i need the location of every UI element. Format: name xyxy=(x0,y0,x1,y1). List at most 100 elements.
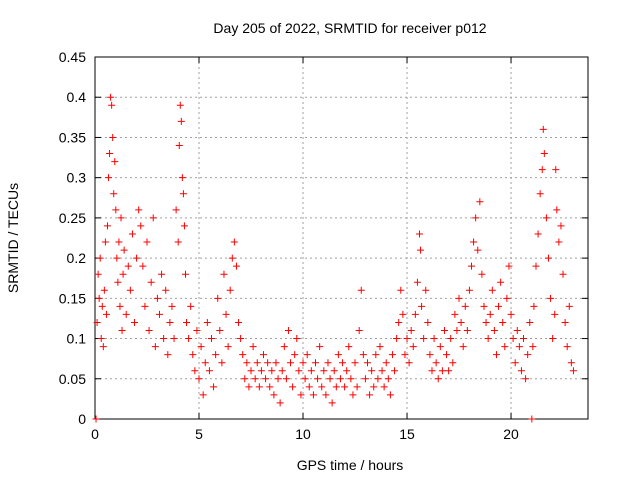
data-point xyxy=(569,367,577,375)
data-point xyxy=(100,286,108,294)
data-point xyxy=(114,278,122,286)
data-point xyxy=(539,125,547,133)
data-point xyxy=(305,383,313,391)
data-point xyxy=(126,286,134,294)
data-point xyxy=(203,318,211,326)
data-point xyxy=(218,359,226,367)
data-point xyxy=(141,302,149,310)
data-point xyxy=(339,359,347,367)
data-point xyxy=(563,343,571,351)
data-point xyxy=(276,399,284,407)
data-point xyxy=(151,343,159,351)
data-point xyxy=(117,214,125,222)
data-point xyxy=(380,383,388,391)
data-point xyxy=(199,391,207,399)
data-point xyxy=(166,318,174,326)
data-point xyxy=(180,222,188,230)
data-point xyxy=(534,230,542,238)
data-point xyxy=(482,318,490,326)
data-point xyxy=(517,367,525,375)
data-point xyxy=(131,318,139,326)
data-point xyxy=(92,415,100,423)
data-point xyxy=(492,351,500,359)
data-point xyxy=(326,375,334,383)
data-point xyxy=(284,327,292,335)
data-point xyxy=(438,367,446,375)
data-point xyxy=(513,327,521,335)
data-point xyxy=(445,367,453,375)
data-point xyxy=(355,327,363,335)
data-point xyxy=(153,294,161,302)
data-point xyxy=(309,391,317,399)
data-point xyxy=(278,367,286,375)
data-point xyxy=(353,383,361,391)
data-point xyxy=(264,359,272,367)
data-point xyxy=(249,343,257,351)
data-point xyxy=(160,335,168,343)
y-axis-label: SRMTID / TECUs xyxy=(5,183,21,293)
data-point xyxy=(197,343,205,351)
data-point xyxy=(247,367,255,375)
data-point xyxy=(530,302,538,310)
data-point xyxy=(432,359,440,367)
y-tick-labels: 0 0.05 0.1 0.15 0.2 0.25 0.3 0.35 0.4 0.45 xyxy=(59,49,86,427)
data-point xyxy=(251,375,259,383)
data-point xyxy=(436,343,444,351)
x-tick-label: 0 xyxy=(91,426,99,442)
axis-ticks xyxy=(94,56,588,420)
data-point xyxy=(399,310,407,318)
data-point xyxy=(370,383,378,391)
x-tick-label: 20 xyxy=(503,426,519,442)
data-point xyxy=(413,278,421,286)
data-point xyxy=(388,351,396,359)
data-point xyxy=(351,359,359,367)
data-point xyxy=(480,302,488,310)
data-point xyxy=(311,359,319,367)
data-point xyxy=(322,391,330,399)
data-point xyxy=(241,375,249,383)
data-point xyxy=(330,367,338,375)
data-point xyxy=(401,351,409,359)
data-point xyxy=(520,335,528,343)
x-tick-label: 15 xyxy=(399,426,415,442)
data-point xyxy=(106,150,114,158)
data-point xyxy=(501,343,509,351)
data-point xyxy=(386,391,394,399)
data-point xyxy=(280,343,288,351)
data-point xyxy=(526,318,534,326)
data-point xyxy=(253,359,261,367)
data-point xyxy=(293,335,301,343)
data-point xyxy=(544,254,552,262)
data-point xyxy=(397,286,405,294)
data-point xyxy=(391,367,399,375)
data-point xyxy=(189,351,197,359)
data-point xyxy=(295,367,303,375)
data-point xyxy=(559,270,567,278)
data-point xyxy=(216,327,224,335)
y-tick-label: 0.4 xyxy=(67,89,87,105)
data-point xyxy=(565,302,573,310)
data-point xyxy=(468,262,476,270)
data-point xyxy=(447,335,455,343)
data-point xyxy=(101,238,109,246)
data-point xyxy=(470,238,478,246)
data-point xyxy=(316,343,324,351)
data-point xyxy=(561,318,569,326)
data-point xyxy=(384,375,392,383)
data-point xyxy=(185,335,193,343)
data-point xyxy=(366,391,374,399)
x-axis-label: GPS time / hours xyxy=(297,457,404,473)
y-tick-label: 0 xyxy=(78,411,86,427)
data-point xyxy=(99,343,107,351)
y-tick-label: 0.1 xyxy=(67,331,87,347)
data-point xyxy=(349,391,357,399)
data-point xyxy=(133,254,141,262)
data-point xyxy=(93,318,101,326)
data-point xyxy=(299,359,307,367)
data-point xyxy=(440,327,448,335)
data-point xyxy=(139,262,147,270)
y-tick-label: 0.05 xyxy=(59,371,86,387)
data-point xyxy=(532,262,540,270)
data-point xyxy=(478,270,486,278)
data-point xyxy=(542,214,550,222)
